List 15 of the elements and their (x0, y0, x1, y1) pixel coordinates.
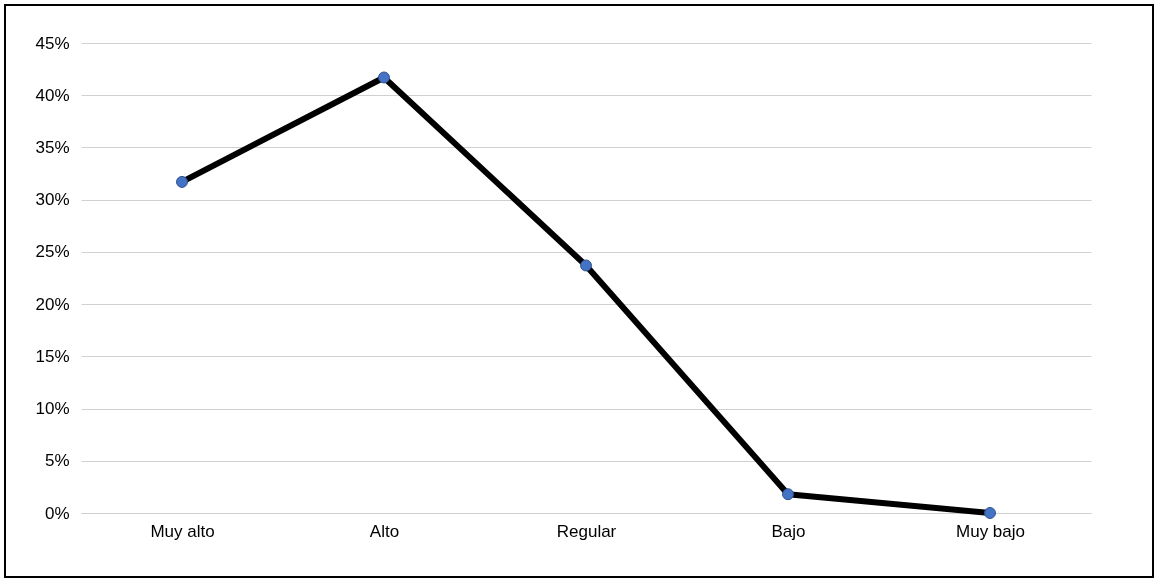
x-tick-label: Muy bajo (956, 521, 1025, 541)
x-tick-label: Bajo (771, 521, 806, 541)
y-tick-label: 25% (35, 242, 70, 262)
y-tick-label: 20% (35, 294, 70, 314)
y-tick-label: 0% (44, 503, 70, 523)
x-tick-label: Muy alto (150, 521, 215, 541)
y-tick-label: 15% (35, 346, 70, 366)
y-tick-label: 10% (35, 399, 70, 419)
y-tick-label: 45% (35, 33, 70, 53)
y-tick-label: 35% (35, 137, 70, 157)
y-tick-label: 30% (35, 190, 70, 210)
y-tick-label: 5% (44, 451, 70, 471)
x-tick-label: Alto (369, 521, 400, 541)
y-tick-label: 40% (35, 85, 70, 105)
x-tick-label: Regular (556, 521, 617, 541)
